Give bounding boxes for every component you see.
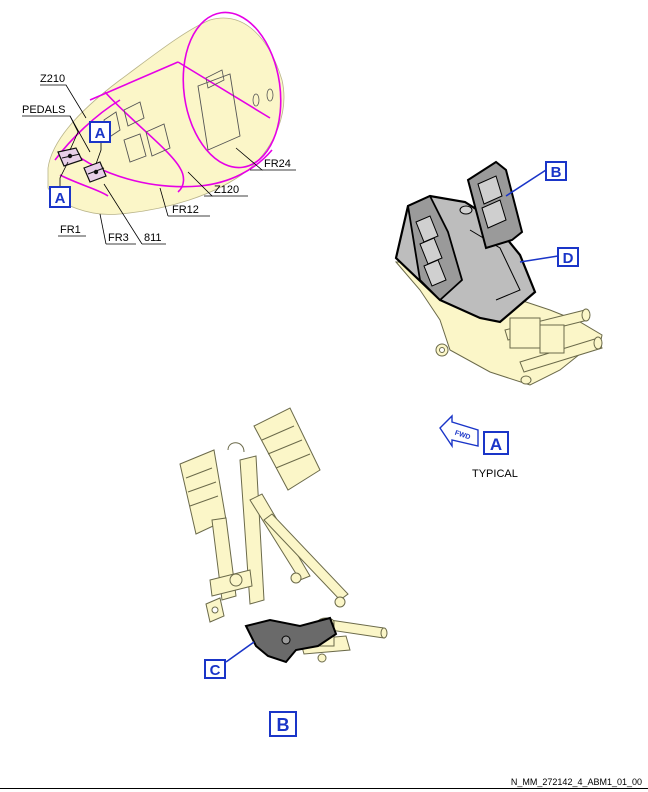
pedal-assembly-right-mini [83, 161, 107, 183]
side-window [197, 73, 241, 151]
svg-text:B: B [551, 164, 562, 181]
svg-text:A: A [95, 125, 106, 142]
svg-text:B: B [277, 715, 290, 735]
callout-a-lower: A [49, 186, 71, 208]
callout-b-detail-a: B [505, 161, 567, 197]
label-fr24: FR24 [264, 158, 291, 170]
fuselage-leader-lines [22, 84, 296, 245]
support-bracket-c [244, 616, 338, 664]
svg-text:A: A [55, 190, 66, 207]
porthole-1 [252, 93, 260, 107]
cockpit-window-2 [123, 101, 145, 127]
rod-lower [519, 337, 603, 373]
view-a-letter: A [483, 431, 509, 455]
cockpit-window-3 [145, 123, 171, 157]
callout-c-detail-b: C [204, 641, 255, 679]
svg-text:A: A [490, 435, 502, 454]
callout-a-upper: A [89, 121, 111, 143]
cockpit-window-4 [123, 133, 147, 163]
frame-fr12-line [104, 91, 185, 193]
callout-d-detail-a: D [519, 247, 579, 267]
label-811: 811 [144, 232, 162, 244]
porthole-2 [266, 88, 274, 102]
bottom-border-line [0, 788, 648, 789]
drawing-reference: N_MM_272142_4_ABM1_01_00 [511, 777, 642, 787]
fuselage-rear-frame [182, 11, 282, 169]
label-fr3: FR3 [108, 232, 129, 244]
label-z210: Z210 [40, 73, 65, 85]
detail-a-pedal-unit [394, 160, 603, 386]
label-fr1: FR1 [60, 224, 81, 236]
label-z120: Z120 [214, 184, 239, 196]
fwd-arrow-icon: FWD [439, 414, 479, 449]
frame-fr24-line [177, 61, 271, 119]
frame-top-line [89, 61, 179, 101]
frame-fr3-line [59, 174, 109, 197]
label-fr12: FR12 [172, 204, 199, 216]
pedal-right [253, 407, 321, 491]
label-pedals: PEDALS [22, 104, 65, 116]
svg-text:C: C [210, 662, 221, 679]
svg-text:FWD: FWD [454, 430, 471, 442]
svg-text:D: D [563, 250, 574, 267]
view-a-caption: TYPICAL [472, 468, 518, 480]
detail-b-pedal-linkage [179, 407, 388, 664]
fuselage-nose-drawing [47, 11, 285, 215]
view-b-letter: B [269, 711, 297, 737]
top-window-1 [205, 69, 225, 89]
